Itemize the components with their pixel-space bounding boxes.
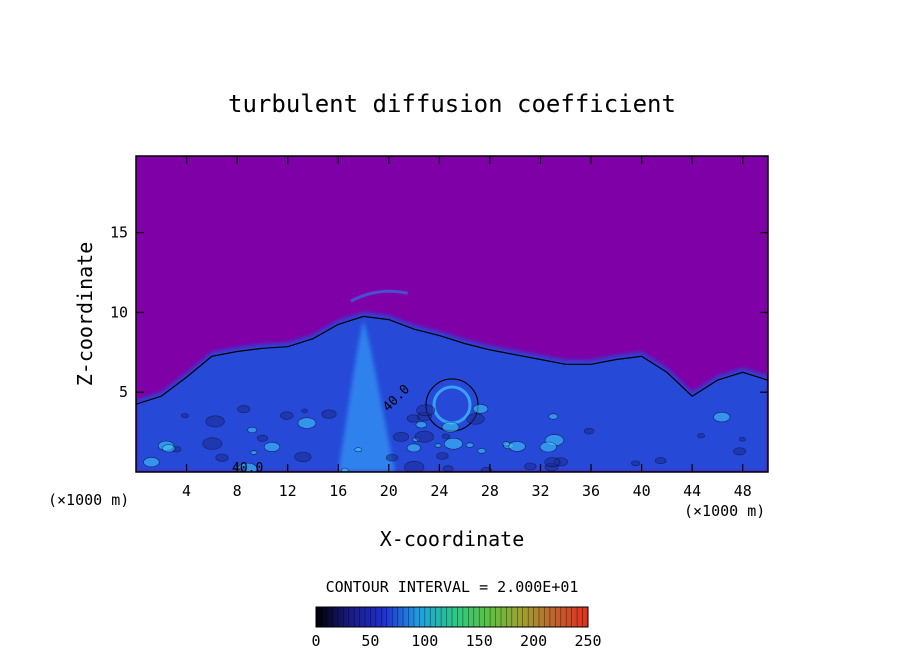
turbulent-cell: [297, 417, 317, 429]
y-axis-ticks: 5 10 15: [110, 224, 768, 401]
y-tick-label: 10: [110, 303, 128, 321]
x-tick-label: 28: [481, 482, 499, 500]
x-unit-left: (×1000 m): [48, 491, 129, 509]
turbulent-cell: [301, 408, 308, 414]
turbulent-cell: [502, 441, 511, 447]
turbulent-cell: [392, 431, 409, 442]
plot-frame: [135, 155, 769, 473]
turbulent-cell: [524, 462, 537, 471]
turbulent-cell: [654, 457, 667, 465]
turbulent-cell: [442, 465, 454, 472]
turbulent-cell: [404, 461, 425, 472]
turbulent-cell: [294, 451, 312, 463]
contour-interval-text: CONTOUR INTERVAL = 2.000E+01: [326, 578, 579, 596]
plume-core: [338, 320, 396, 472]
turbulent-cell: [256, 434, 268, 442]
y-tick-label: 5: [119, 383, 128, 401]
x-unit-right: (×1000 m): [684, 502, 765, 520]
turbulent-cell: [583, 428, 595, 435]
y-tick-label: 15: [110, 224, 128, 242]
turbulent-cell: [250, 450, 258, 455]
colorbar-tick-label: 250: [574, 632, 601, 650]
x-axis-ticks: 4 8 12 16 20 24 28 32 36 40 44 48: [182, 156, 752, 500]
turbulence-field: [136, 289, 768, 472]
turbulent-cell: [539, 441, 557, 453]
x-tick-label: 8: [233, 482, 242, 500]
turbulent-cell: [205, 415, 225, 428]
turbulent-cell: [544, 457, 561, 468]
colorbar-stripes: [321, 607, 583, 627]
turbulent-cell: [441, 433, 451, 439]
turbulent-cell: [465, 442, 474, 448]
colorbar-tick-label: 150: [466, 632, 493, 650]
x-tick-label: 48: [734, 482, 752, 500]
turbulent-cell: [341, 467, 349, 472]
x-tick-label: 20: [380, 482, 398, 500]
turbulent-cell: [385, 454, 398, 462]
turbulent-cell: [631, 460, 641, 467]
contour-label-2: 40.0: [232, 461, 263, 476]
chart-title: turbulent diffusion coefficient: [228, 90, 676, 118]
turbulent-cell: [414, 430, 434, 443]
x-tick-label: 32: [531, 482, 549, 500]
turbulent-cell: [180, 413, 189, 419]
x-tick-label: 44: [683, 482, 701, 500]
turbulent-cell: [202, 437, 223, 450]
colorbar-tick-label: 200: [520, 632, 547, 650]
turbulent-cell: [434, 443, 442, 448]
turbulent-cell: [733, 447, 747, 456]
turbulent-cell: [280, 411, 294, 420]
x-tick-label: 24: [430, 482, 448, 500]
turbulent-layer: [136, 312, 768, 472]
turbulent-cell: [697, 433, 705, 439]
turbulent-cell: [441, 421, 460, 433]
turbulent-cell: [215, 453, 229, 462]
x-tick-label: 12: [279, 482, 297, 500]
turbulent-cell: [477, 448, 487, 454]
turbulent-cell: [466, 413, 485, 425]
turbulent-cell: [237, 405, 251, 414]
turbulent-cell: [406, 443, 421, 453]
x-axis-label: X-coordinate: [380, 527, 525, 551]
turbulent-cell: [738, 437, 746, 442]
turbulent-cell: [247, 426, 258, 434]
upper-wisp: [350, 289, 409, 303]
turbulent-cell: [162, 444, 176, 453]
turbulent-cell: [480, 467, 493, 472]
turbulent-cell: [263, 441, 281, 452]
x-tick-label: 16: [329, 482, 347, 500]
turbulent-cell: [508, 441, 526, 452]
turbulent-cell: [415, 421, 427, 429]
turbulent-cell: [354, 447, 363, 453]
colorbar-tick-label: 100: [411, 632, 438, 650]
turbulent-cell: [472, 403, 489, 414]
turbulent-structures: [143, 289, 747, 472]
turbulent-cell: [713, 411, 731, 423]
turbulent-cell: [436, 452, 449, 460]
turbulent-cell: [143, 457, 160, 468]
colorbar-tick-label: 50: [361, 632, 379, 650]
contour-line-outer: [136, 315, 768, 405]
colorbar-tick-label: 0: [311, 632, 320, 650]
turbulent-cell: [548, 413, 559, 420]
x-tick-label: 4: [182, 482, 191, 500]
turbulent-cell: [416, 404, 436, 417]
x-tick-label: 40: [633, 482, 651, 500]
colorbar-ticks: 0 50 100 150 200 250: [311, 632, 601, 650]
x-tick-label: 36: [582, 482, 600, 500]
turbulent-cell: [443, 437, 463, 450]
turbulent-cell: [321, 409, 337, 419]
y-axis-label: Z-coordinate: [73, 242, 97, 387]
